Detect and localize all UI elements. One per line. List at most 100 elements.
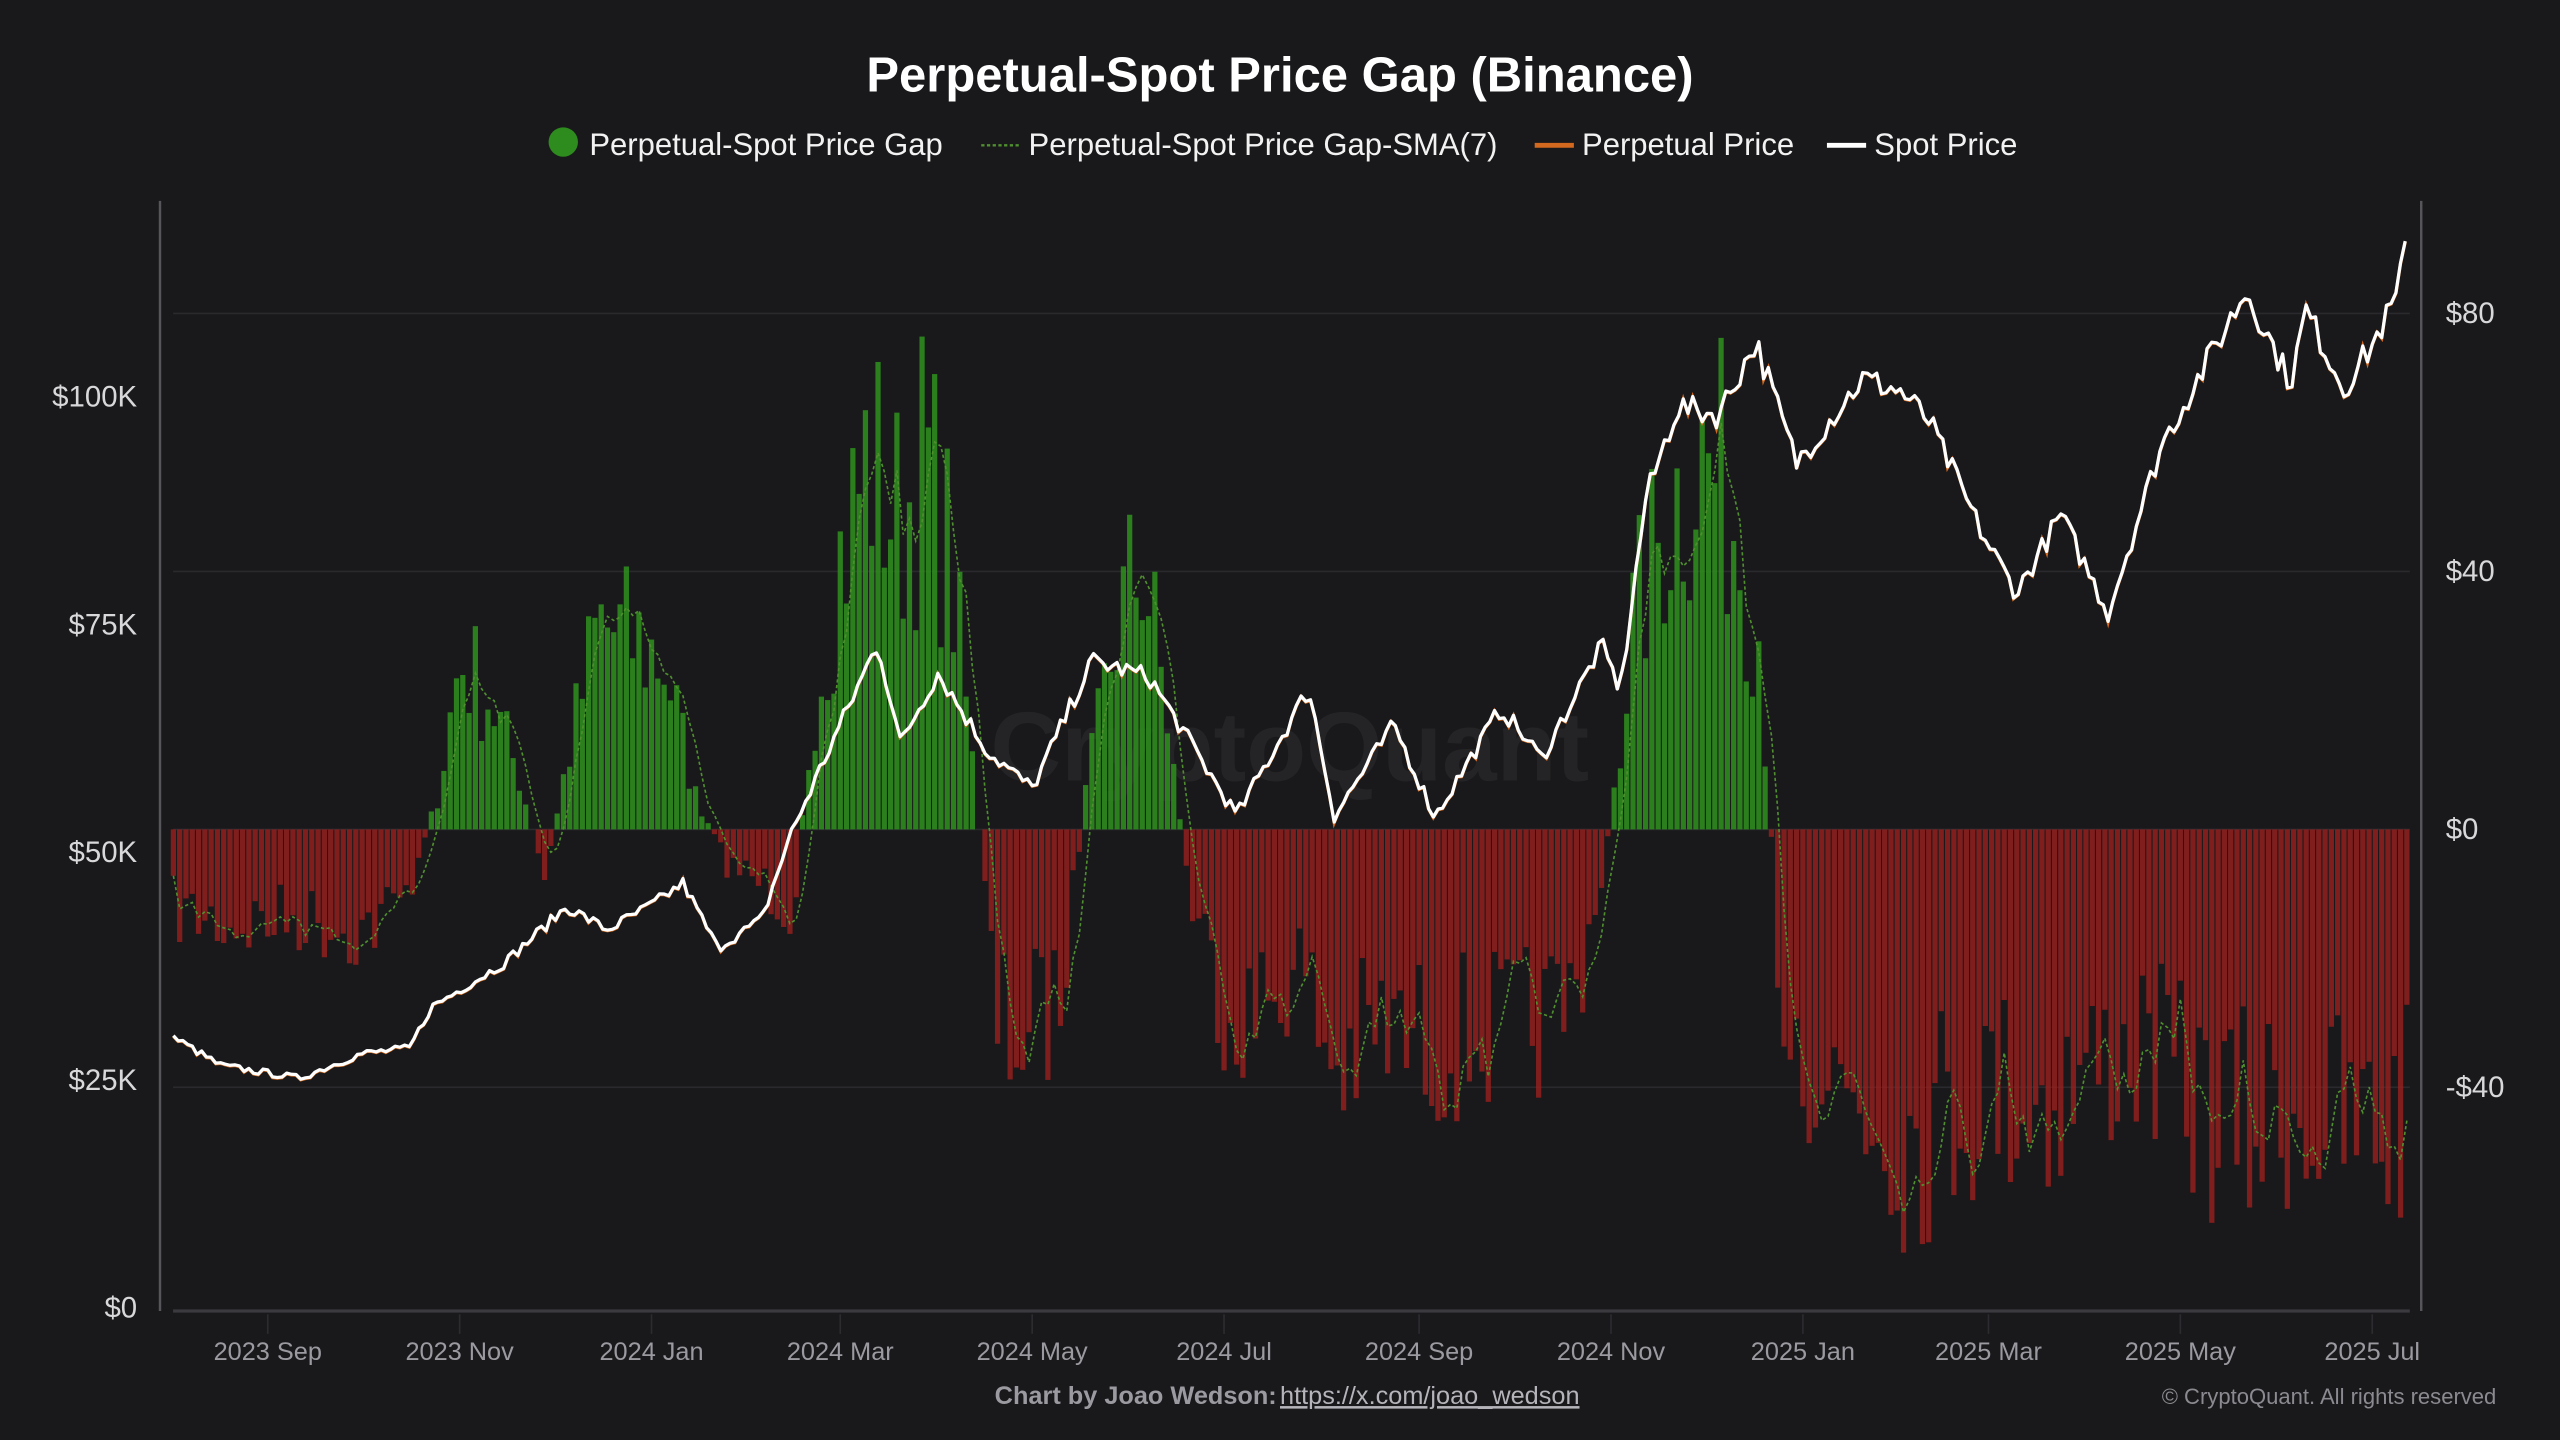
- right-tick-label: $80: [2446, 297, 2495, 330]
- gap-bar: [1976, 829, 1982, 1160]
- gap-bar: [1429, 829, 1435, 1107]
- gap-bar: [409, 829, 416, 895]
- gap-bar: [674, 685, 680, 830]
- legend-item-gap[interactable]: Perpetual-Spot Price Gap: [548, 127, 943, 162]
- x-tick-label: 2025 Jul: [2324, 1338, 2420, 1366]
- gap-bar: [900, 618, 906, 830]
- gap-bar: [1139, 620, 1145, 830]
- gap-bar: [334, 829, 340, 938]
- gap-bar: [378, 829, 384, 904]
- gap-bar: [1699, 417, 1705, 830]
- gap-bar: [2070, 829, 2077, 1124]
- gap-bar: [384, 829, 390, 888]
- gap-bar: [1995, 829, 2001, 1154]
- gap-bar: [843, 603, 850, 830]
- gap-bar: [397, 829, 403, 898]
- gap-bar: [1844, 829, 1850, 1089]
- gap-bar: [1554, 829, 1561, 964]
- gap-bar: [623, 566, 629, 830]
- gap-bar: [2171, 829, 2177, 1057]
- gap-bar: [1038, 829, 1045, 958]
- credit-link[interactable]: https://x.com/joao_wedson: [1280, 1382, 1580, 1410]
- gap-bar: [1315, 829, 1322, 1047]
- gap-bar: [1592, 829, 1598, 915]
- gap-bar: [869, 545, 875, 830]
- gap-bar: [2108, 829, 2114, 1141]
- gap-bar: [2265, 829, 2272, 1024]
- left-tick-label: $50K: [69, 836, 138, 869]
- gap-bar: [523, 804, 529, 830]
- gap-bar: [1045, 829, 1051, 1080]
- gap-bar: [1863, 829, 1869, 1155]
- legend-item-perp[interactable]: Perpetual Price: [1534, 127, 1794, 162]
- gap-bar: [1517, 829, 1523, 961]
- x-tick-label: 2024 May: [977, 1338, 1088, 1366]
- gap-bar: [994, 829, 1001, 1044]
- gap-bar: [1988, 829, 1995, 1032]
- gap-bar: [1145, 616, 1152, 830]
- gap-bar: [1982, 829, 1988, 1026]
- gap-bar: [177, 829, 183, 942]
- x-tick-label: 2023 Sep: [214, 1338, 322, 1366]
- gap-bar: [1781, 829, 1787, 1047]
- gap-bar: [1290, 829, 1296, 970]
- gap-bar: [718, 829, 724, 843]
- gap-bar: [1869, 829, 1875, 1146]
- gap-bar: [1932, 829, 1938, 1084]
- gap-bar: [711, 829, 718, 835]
- gap-bar: [1693, 529, 1699, 830]
- gap-bar: [743, 829, 749, 861]
- gap-bar: [1491, 829, 1498, 952]
- gap-bar: [208, 829, 214, 907]
- gap-bar: [831, 693, 837, 830]
- gap-bar: [567, 766, 573, 830]
- gap-bar: [2196, 829, 2202, 1028]
- gap-bar: [1447, 829, 1454, 1074]
- spot-price-line: [172, 240, 2407, 1081]
- gap-bar: [1907, 829, 1913, 1116]
- gap-bar: [321, 829, 327, 958]
- gap-bar: [969, 751, 976, 830]
- gap-bar: [359, 829, 365, 920]
- gap-bar: [390, 829, 397, 894]
- gap-bar: [2095, 829, 2102, 1085]
- gap-bar: [472, 626, 478, 830]
- copyright: © CryptoQuant. All rights reserved: [2162, 1384, 2497, 1409]
- gap-bar: [2404, 829, 2410, 1005]
- gap-bar: [1259, 829, 1265, 953]
- gap-bar: [749, 829, 755, 877]
- gap-bar: [2158, 829, 2165, 964]
- gap-bar: [1183, 829, 1189, 866]
- gap-bar: [1705, 453, 1712, 830]
- gap-bar: [1083, 785, 1089, 830]
- gap-bar: [1196, 829, 1202, 919]
- gap-bar: [1177, 819, 1183, 830]
- gap-bar: [1567, 829, 1573, 964]
- gap-bar: [1309, 829, 1315, 953]
- gap-bar: [737, 829, 743, 876]
- gap-bar: [170, 829, 176, 876]
- gap-bar: [1353, 829, 1359, 1099]
- gap-bar: [258, 829, 265, 912]
- gap-bar: [856, 493, 862, 830]
- gap-bar: [447, 712, 453, 830]
- gap-bar: [2190, 829, 2196, 1193]
- legend-item-spot[interactable]: Spot Price: [1826, 127, 2017, 162]
- legend-item-sma[interactable]: Perpetual-Spot Price Gap-SMA(7): [981, 127, 1497, 162]
- gap-bar: [189, 829, 195, 894]
- gap-bar: [1296, 829, 1303, 929]
- gap-bar: [1573, 829, 1579, 980]
- gap-bar: [1825, 829, 1831, 1091]
- gap-bar: [2360, 829, 2366, 1070]
- gap-bar: [1970, 829, 1976, 1201]
- gap-bar: [1252, 829, 1259, 1039]
- gap-bar: [2228, 829, 2234, 1030]
- x-tick-label: 2025 Mar: [1935, 1338, 2042, 1366]
- gap-bar: [862, 410, 869, 830]
- gap-bar: [1838, 829, 1844, 1065]
- legend-dot-icon: [548, 127, 578, 157]
- legend: Perpetual-Spot Price Gap Perpetual-Spot …: [548, 127, 2017, 162]
- gap-bar: [504, 711, 510, 830]
- gap-bar: [881, 567, 887, 830]
- gap-bar: [1064, 829, 1070, 988]
